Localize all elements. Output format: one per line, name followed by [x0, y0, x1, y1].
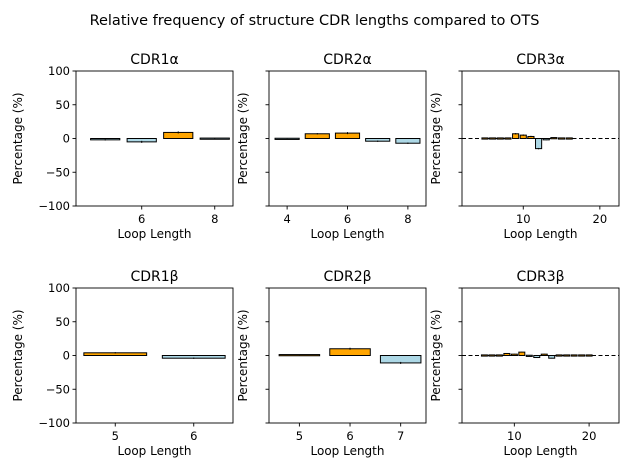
plot-area	[462, 133, 619, 150]
plot-area	[462, 351, 619, 359]
y-axis-label: Percentage (%)	[236, 309, 250, 401]
bar	[480, 354, 488, 357]
x-tick-label: 5	[112, 429, 119, 443]
bar	[495, 354, 503, 357]
chart-title: CDR2α	[323, 52, 371, 68]
chart-panel: 4 6 8 CDR2α Loop Length Percentage (%)	[236, 52, 427, 241]
x-tick-label: 6	[138, 212, 145, 226]
chart-title: CDR2β	[323, 269, 371, 285]
chart-title: CDR3α	[516, 52, 564, 68]
chart-panel: 10 20 CDR3α Loop Length Percentage (%)	[429, 52, 620, 241]
y-axis-label: Percentage (%)	[11, 309, 25, 401]
bar	[304, 133, 330, 139]
x-tick-label: 5	[296, 429, 303, 443]
y-axis-label: Percentage (%)	[236, 92, 250, 184]
x-axis-label: Loop Length	[118, 444, 192, 458]
bar	[565, 137, 573, 140]
plot-area	[274, 132, 421, 144]
x-tick-label: 10	[516, 212, 531, 226]
bar	[578, 354, 586, 357]
x-axis-label: Loop Length	[311, 444, 385, 458]
chart-title: CDR1α	[130, 52, 178, 68]
bar	[535, 138, 543, 150]
y-tick-label: 0	[63, 349, 70, 363]
bar	[548, 355, 556, 359]
bar	[555, 354, 563, 357]
x-tick-label: 6	[190, 429, 197, 443]
bar	[570, 354, 578, 357]
bar	[496, 137, 504, 140]
x-axis-label: Loop Length	[504, 444, 578, 458]
x-axis-label: Loop Length	[504, 227, 578, 241]
chart-title: CDR1β	[130, 269, 178, 285]
bar	[504, 137, 512, 140]
x-tick-label: 8	[211, 212, 218, 226]
x-tick-label: 8	[404, 212, 411, 226]
x-tick-label: 10	[507, 429, 522, 443]
chart-title: CDR3β	[516, 269, 564, 285]
chart-panel: 5 6 7 CDR2β Loop Length Percentage (%)	[236, 269, 427, 458]
y-tick-label: 50	[55, 98, 70, 112]
x-tick-label: 20	[593, 212, 608, 226]
bar	[379, 355, 422, 364]
x-tick-label: 4	[283, 212, 290, 226]
y-tick-label: 100	[48, 281, 70, 295]
bar	[481, 137, 489, 140]
y-tick-label: −50	[46, 382, 70, 396]
y-axis-label: Percentage (%)	[429, 92, 443, 184]
x-tick-label: 6	[344, 212, 351, 226]
bar	[557, 137, 566, 140]
figure-suptitle: Relative frequency of structure CDR leng…	[90, 13, 540, 29]
plot-area	[90, 131, 230, 143]
x-tick-label: 7	[397, 429, 404, 443]
y-tick-label: −100	[38, 416, 70, 430]
y-axis-label: Percentage (%)	[11, 92, 25, 184]
bar	[512, 133, 520, 139]
x-tick-label: 20	[582, 429, 597, 443]
y-tick-label: −50	[46, 165, 70, 179]
bar	[585, 354, 593, 357]
y-axis-label: Percentage (%)	[429, 309, 443, 401]
plot-area	[83, 352, 226, 359]
bar	[395, 138, 421, 144]
bar	[518, 351, 526, 356]
y-tick-label: −100	[38, 199, 70, 213]
bar	[488, 354, 496, 357]
y-tick-label: 100	[48, 64, 70, 78]
plot-area	[278, 347, 422, 364]
chart-panel: 10 20 CDR3β Loop Length Percentage (%)	[429, 269, 620, 458]
x-axis-label: Loop Length	[311, 227, 385, 241]
chart-panel: −100 −50 0 50 100 5 6 CDR1β Loop Length Percentag…	[11, 269, 234, 458]
x-axis-label: Loop Length	[118, 227, 192, 241]
bar	[563, 354, 571, 357]
y-tick-label: 0	[63, 132, 70, 146]
chart-panel: −100 −50 0 50 100 6 8 CDR1α Loop Length Percentag…	[11, 52, 234, 241]
x-tick-label: 6	[346, 429, 353, 443]
y-tick-label: 50	[55, 315, 70, 329]
bar	[489, 137, 497, 140]
